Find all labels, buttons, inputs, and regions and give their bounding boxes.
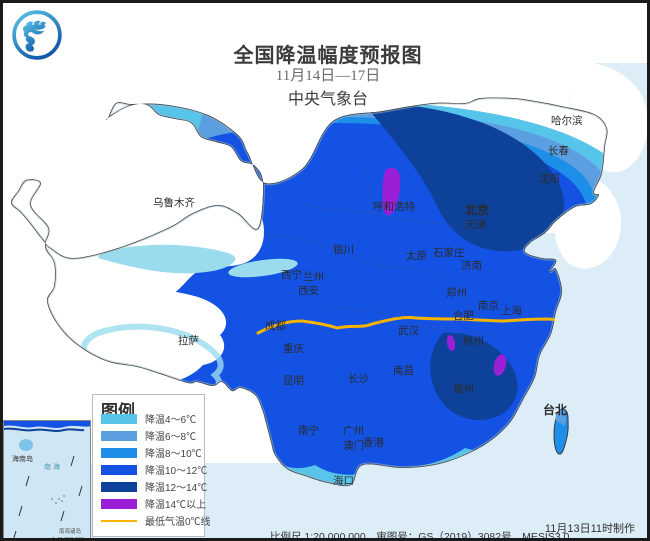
svg-text:海南岛: 海南岛 bbox=[12, 454, 33, 463]
svg-text:1:40 000 000: 1:40 000 000 bbox=[52, 537, 84, 541]
svg-text:南海诸岛: 南海诸岛 bbox=[59, 527, 82, 535]
svg-text:南 海: 南 海 bbox=[44, 462, 60, 471]
